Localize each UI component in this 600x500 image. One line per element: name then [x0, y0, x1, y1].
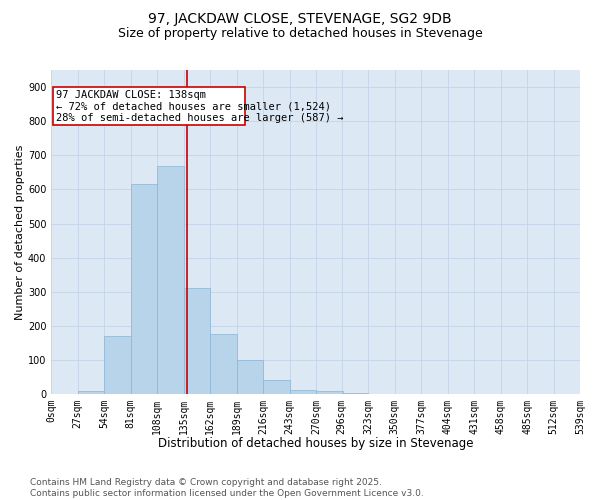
Bar: [131, 184, 157, 394]
Text: 28% of semi-detached houses are larger (587) →: 28% of semi-detached houses are larger (…: [56, 113, 344, 123]
Bar: [210, 334, 236, 394]
Text: ← 72% of detached houses are smaller (1,524): ← 72% of detached houses are smaller (1,…: [56, 102, 331, 112]
Bar: [316, 390, 343, 394]
Bar: [290, 390, 316, 394]
Bar: [77, 390, 104, 394]
Text: 97 JACKDAW CLOSE: 138sqm: 97 JACKDAW CLOSE: 138sqm: [56, 90, 206, 100]
Text: 97, JACKDAW CLOSE, STEVENAGE, SG2 9DB: 97, JACKDAW CLOSE, STEVENAGE, SG2 9DB: [148, 12, 452, 26]
Y-axis label: Number of detached properties: Number of detached properties: [15, 144, 25, 320]
FancyBboxPatch shape: [53, 87, 245, 126]
X-axis label: Distribution of detached houses by size in Stevenage: Distribution of detached houses by size …: [158, 437, 473, 450]
Text: Contains HM Land Registry data © Crown copyright and database right 2025.
Contai: Contains HM Land Registry data © Crown c…: [30, 478, 424, 498]
Bar: [236, 360, 263, 394]
Bar: [157, 166, 184, 394]
Bar: [104, 336, 131, 394]
Text: Size of property relative to detached houses in Stevenage: Size of property relative to detached ho…: [118, 28, 482, 40]
Bar: [184, 288, 210, 394]
Bar: [263, 380, 290, 394]
